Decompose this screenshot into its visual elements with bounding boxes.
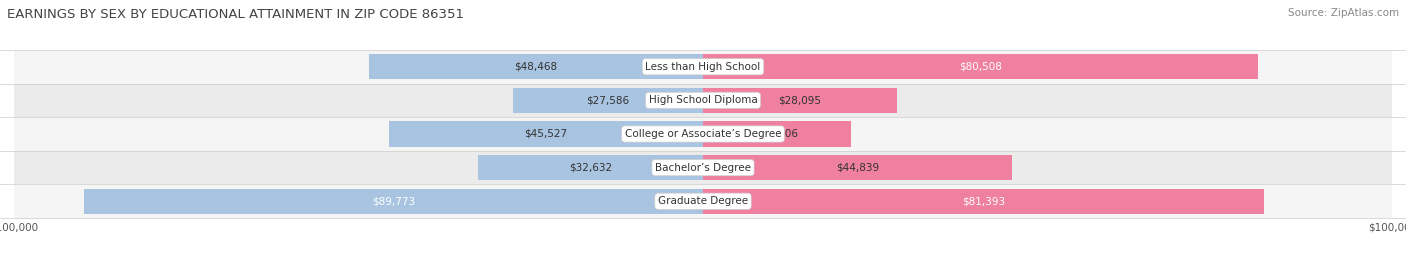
Text: High School Diploma: High School Diploma [648,95,758,105]
Text: $32,632: $32,632 [569,163,612,173]
Bar [14,184,1392,218]
Text: $81,393: $81,393 [962,196,1005,206]
Text: Less than High School: Less than High School [645,62,761,72]
Bar [478,155,703,180]
Text: $27,586: $27,586 [586,95,630,105]
Text: $80,508: $80,508 [959,62,1002,72]
Text: $45,527: $45,527 [524,129,568,139]
Bar [14,151,1392,184]
Bar [513,88,703,113]
Bar [703,54,1258,79]
Text: College or Associate’s Degree: College or Associate’s Degree [624,129,782,139]
Text: EARNINGS BY SEX BY EDUCATIONAL ATTAINMENT IN ZIP CODE 86351: EARNINGS BY SEX BY EDUCATIONAL ATTAINMEN… [7,8,464,21]
Text: Bachelor’s Degree: Bachelor’s Degree [655,163,751,173]
Text: $28,095: $28,095 [779,95,821,105]
Bar [84,189,703,214]
Bar [14,117,1392,151]
Bar [703,121,851,147]
Text: $89,773: $89,773 [373,196,415,206]
Bar [703,88,897,113]
Text: $48,468: $48,468 [515,62,558,72]
Bar [703,155,1012,180]
Text: $44,839: $44,839 [837,163,879,173]
Bar [14,84,1392,117]
Bar [368,54,703,79]
Bar [14,50,1392,84]
Text: $21,406: $21,406 [755,129,799,139]
Bar [389,121,703,147]
Text: Source: ZipAtlas.com: Source: ZipAtlas.com [1288,8,1399,18]
Text: Graduate Degree: Graduate Degree [658,196,748,206]
Bar [703,189,1264,214]
